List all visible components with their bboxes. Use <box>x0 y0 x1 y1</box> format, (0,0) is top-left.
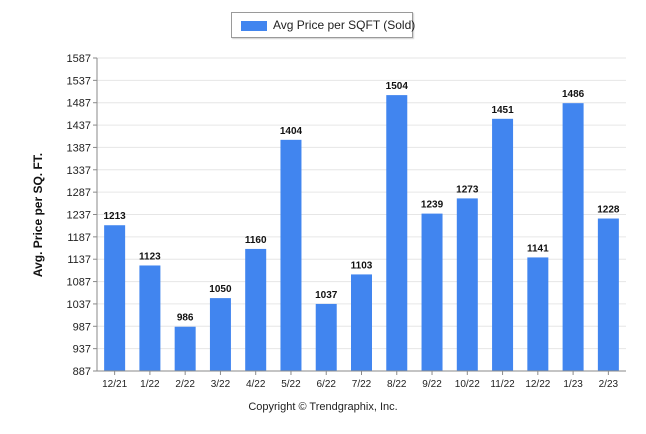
y-tick-label: 1187 <box>67 232 91 244</box>
y-tick-label: 1037 <box>67 299 91 311</box>
data-label: 1037 <box>315 290 338 301</box>
y-tick-label: 1437 <box>67 120 91 132</box>
legend: Avg Price per SQFT (Sold) <box>231 12 416 38</box>
data-label: 1103 <box>351 260 373 271</box>
bar <box>597 218 619 371</box>
y-tick-label: 1537 <box>67 75 91 87</box>
x-tick-label: 8/22 <box>387 379 407 390</box>
copyright-footer: Copyright © Trendgraphix, Inc. <box>248 401 398 413</box>
bar <box>209 298 231 371</box>
x-tick-label: 12/22 <box>525 379 550 390</box>
x-tick-label: 10/22 <box>455 379 480 390</box>
data-label: 1213 <box>104 211 127 222</box>
x-tick-label: 7/22 <box>352 379 372 390</box>
data-label: 986 <box>177 313 194 324</box>
y-tick-label: 1287 <box>67 187 91 199</box>
data-label: 1273 <box>456 184 479 195</box>
bar <box>280 139 302 371</box>
x-tick-label: 9/22 <box>422 379 442 390</box>
x-tick-label: 2/23 <box>599 379 619 390</box>
y-tick-label: 937 <box>73 344 91 356</box>
y-axis-label: Avg. Price per SQ. FT. <box>31 153 45 277</box>
y-tick-label: 1337 <box>67 165 91 177</box>
axes: 887 937 987 1037 1087 1137 1187 1237 1287 1337 138… <box>67 53 626 390</box>
bar <box>562 103 584 371</box>
y-tick-label: 987 <box>73 321 91 333</box>
x-tick-label: 6/22 <box>316 379 336 390</box>
bar <box>456 198 478 371</box>
data-label: 1123 <box>139 251 161 262</box>
x-tick-label: 4/22 <box>246 379 266 390</box>
data-label: 1050 <box>209 284 232 295</box>
data-label: 1160 <box>245 235 267 246</box>
bar <box>386 95 408 371</box>
y-tick-label: 887 <box>73 366 91 378</box>
y-tick-label: 1087 <box>67 277 91 289</box>
x-tick-label: 1/23 <box>563 379 583 390</box>
x-tick-label: 2/22 <box>175 379 195 390</box>
x-tick-label: 3/22 <box>211 379 231 390</box>
x-tick-label: 12/21 <box>102 379 127 390</box>
data-label: 1228 <box>597 205 620 216</box>
data-label: 1504 <box>386 81 409 92</box>
data-label: 1404 <box>280 126 303 137</box>
legend-swatch <box>241 21 267 31</box>
x-tick-label: 1/22 <box>140 379 160 390</box>
bar-series <box>104 95 619 371</box>
data-label: 1239 <box>421 200 444 211</box>
data-label: 1486 <box>562 89 585 100</box>
y-tick-label: 1487 <box>67 98 91 110</box>
bar <box>315 303 337 371</box>
data-labels: 1213 1123 986 1050 1160 1404 1037 1103 1504 1239 1… <box>104 81 620 324</box>
y-tick-label: 1387 <box>67 142 91 154</box>
x-tick-label: 11/22 <box>490 379 515 390</box>
y-tick-label: 1137 <box>67 254 91 266</box>
bar <box>527 257 549 371</box>
data-label: 1141 <box>527 243 549 254</box>
bar <box>245 248 267 371</box>
bar <box>492 118 514 371</box>
bar <box>174 326 196 371</box>
bar <box>351 274 372 371</box>
bar <box>421 213 443 371</box>
y-tick-label: 1587 <box>67 53 91 65</box>
data-label: 1451 <box>491 105 514 116</box>
bar <box>104 225 126 371</box>
legend-label: Avg Price per SQFT (Sold) <box>273 18 416 32</box>
x-tick-label: 5/22 <box>281 379 301 390</box>
y-tick-label: 1237 <box>67 210 91 222</box>
bar <box>139 265 161 371</box>
